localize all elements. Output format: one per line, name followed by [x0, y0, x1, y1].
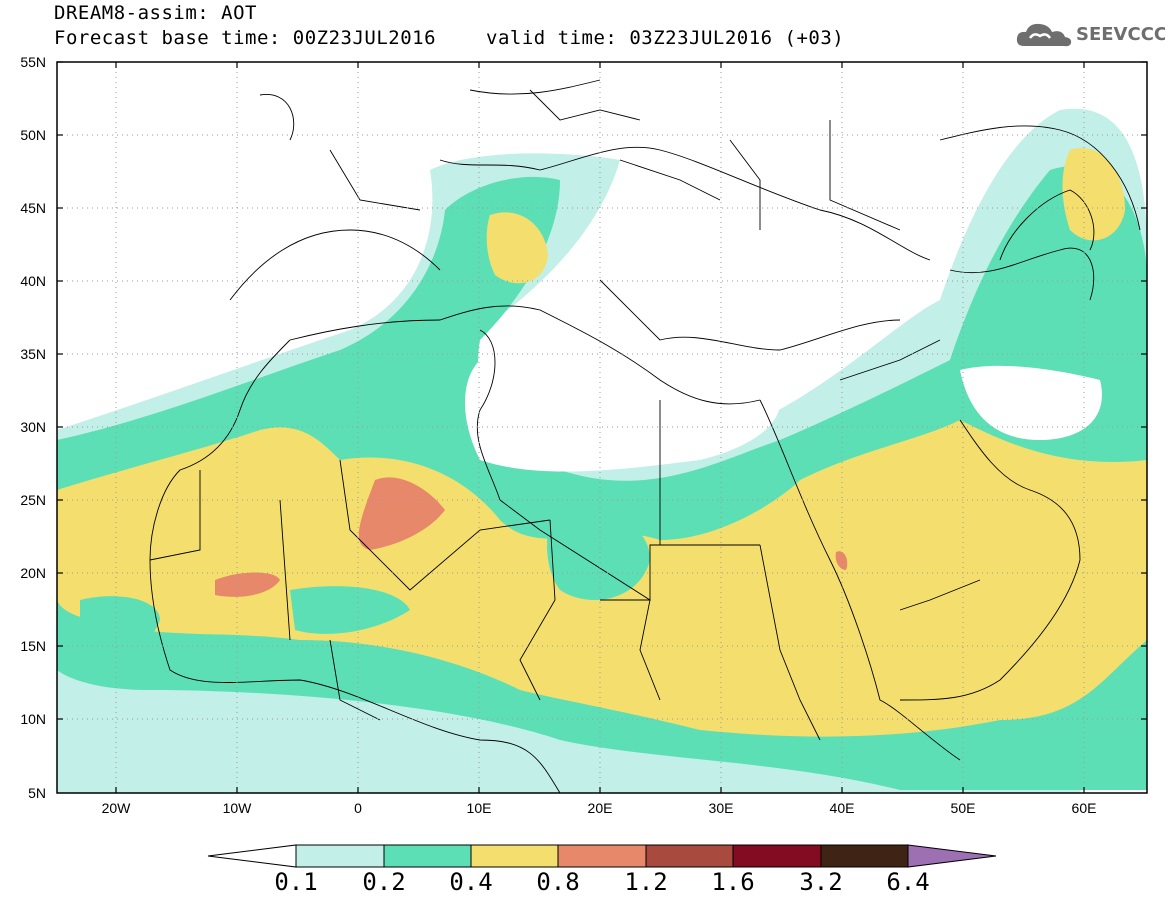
colorbar-swatch [470, 844, 559, 868]
lon-label: 60E [1072, 800, 1097, 816]
logo-text: SEEVCCC [1076, 23, 1165, 45]
coastlines [149, 79, 1141, 793]
lon-label: 50E [951, 800, 976, 816]
colorbar-swatch [383, 844, 472, 868]
grid-lines [57, 62, 1147, 793]
lon-labels: 20W 10W 0 10E 20E 30E 40E 50E 60E [102, 800, 1097, 816]
colorbar-label: 0.4 [449, 868, 493, 896]
colorbar-swatch [820, 844, 909, 868]
lat-label: 10N [20, 711, 46, 727]
lat-label: 25N [20, 492, 46, 508]
map-title: DREAM8-assim: AOT [54, 2, 257, 24]
lat-label: 15N [20, 638, 46, 654]
lon-label: 20E [588, 800, 613, 816]
seevccc-logo: SEEVCCC [1016, 20, 1165, 48]
colorbar-label: 1.6 [711, 868, 755, 896]
colorbar-label: 0.2 [362, 868, 406, 896]
lat-label: 45N [20, 200, 46, 216]
aot-fields [57, 108, 1147, 793]
lat-labels: 55N 50N 45N 40N 35N 30N 25N 20N 15N 10N … [20, 54, 46, 801]
lat-label: 5N [28, 785, 46, 801]
lat-label: 50N [20, 127, 46, 143]
lon-label: 40E [830, 800, 855, 816]
cloud-icon [1016, 23, 1072, 47]
colorbar-swatch [295, 844, 385, 868]
valid-time: valid time: 03Z23JUL2016 (+03) [486, 27, 845, 49]
base-time: Forecast base time: 00Z23JUL2016 [54, 27, 437, 49]
lon-label: 20W [102, 800, 132, 816]
colorbar-max-triangle [907, 844, 997, 868]
lat-label: 55N [20, 54, 46, 70]
colorbar-label: 1.2 [624, 868, 668, 896]
colorbar-label: 0.8 [536, 868, 580, 896]
lat-label: 35N [20, 346, 46, 362]
lat-label: 30N [20, 419, 46, 435]
lon-label: 10W [223, 800, 253, 816]
colorbar [207, 844, 997, 868]
colorbar-label: 0.1 [274, 868, 318, 896]
lon-label: 30E [709, 800, 734, 816]
time-info: Forecast base time: 00Z23JUL2016 valid ti… [54, 27, 844, 49]
tick-marks [57, 61, 1147, 793]
colorbar-label: 6.4 [886, 868, 930, 896]
lon-label: 0 [354, 800, 362, 816]
lat-label: 20N [20, 565, 46, 581]
lat-label: 40N [20, 273, 46, 289]
colorbar-swatch [557, 844, 647, 868]
lon-label: 10E [467, 800, 492, 816]
colorbar-min-triangle [207, 844, 297, 868]
colorbar-label: 3.2 [799, 868, 843, 896]
colorbar-swatch [732, 844, 822, 868]
colorbar-swatch [645, 844, 734, 868]
